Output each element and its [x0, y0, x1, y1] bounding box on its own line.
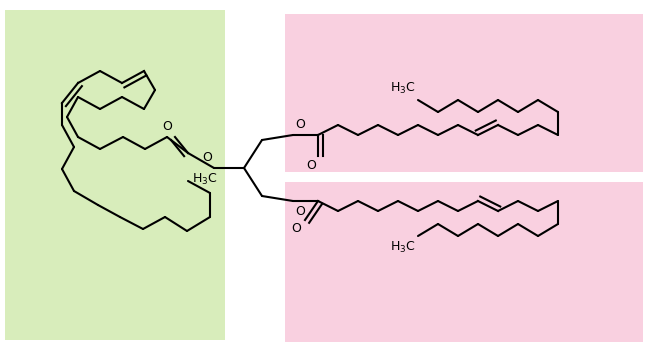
- Text: O: O: [306, 159, 316, 172]
- Bar: [5, 10, 225, 340]
- Text: H$_3$C: H$_3$C: [391, 240, 416, 255]
- Text: O: O: [162, 120, 172, 133]
- Text: H$_3$C: H$_3$C: [391, 81, 416, 96]
- Bar: [285, 182, 643, 342]
- Bar: [285, 14, 643, 172]
- Text: O: O: [202, 151, 212, 164]
- Text: O: O: [291, 222, 301, 235]
- Text: O: O: [295, 118, 305, 131]
- Text: H$_3$C: H$_3$C: [192, 172, 218, 187]
- Text: O: O: [295, 205, 305, 218]
